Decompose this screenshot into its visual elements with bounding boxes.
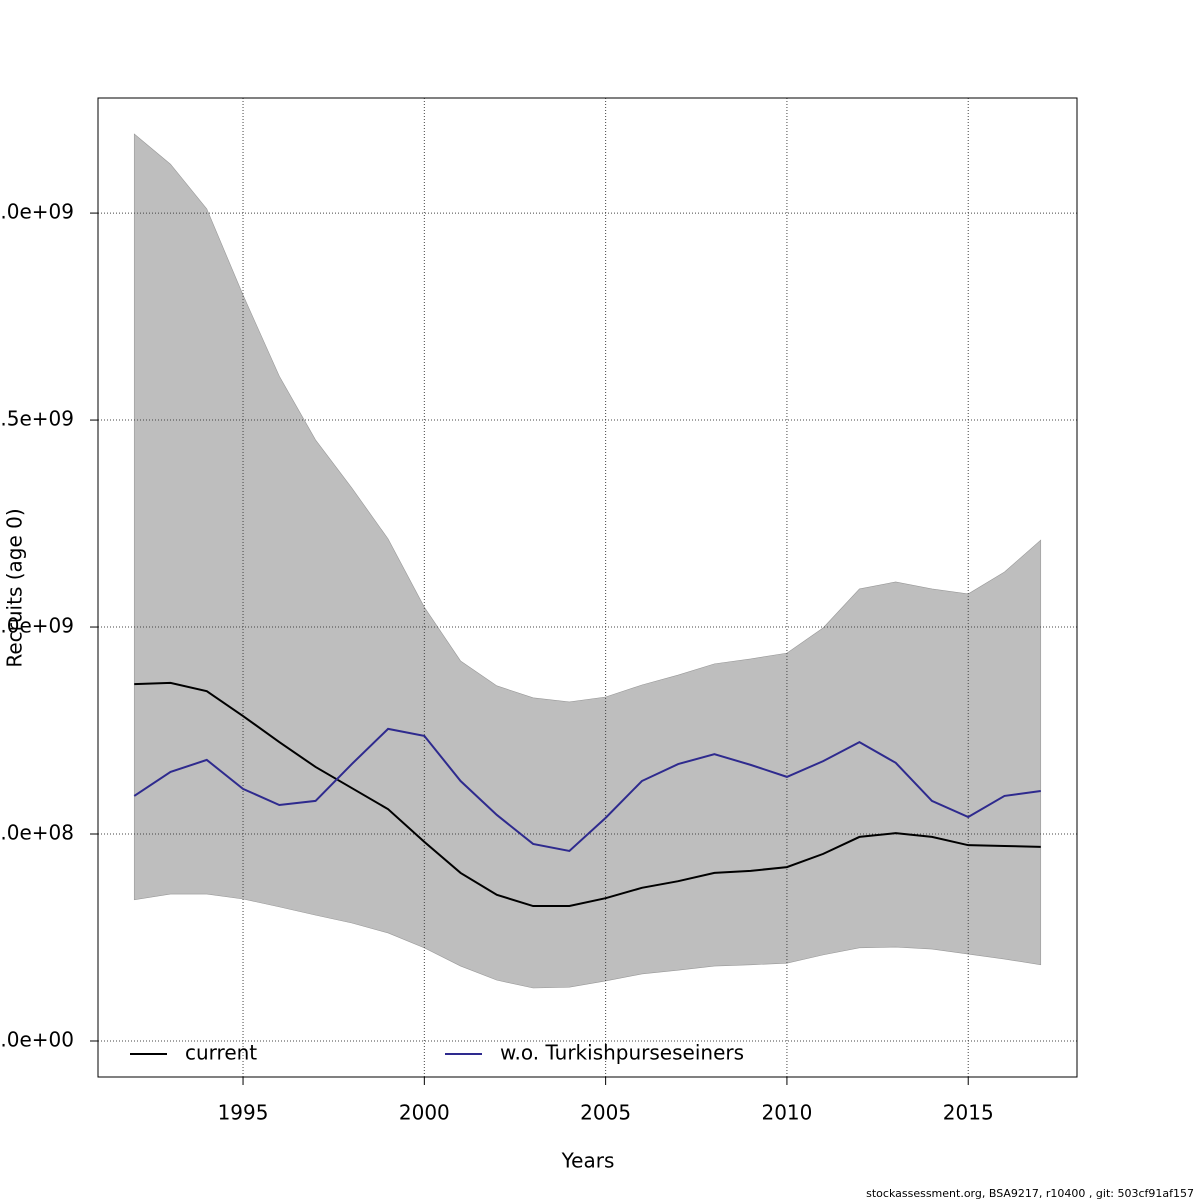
y-axis-label: Recruits (age 0) <box>3 508 27 667</box>
legend-label: w.o. Turkishpurseseiners <box>500 1041 744 1065</box>
legend-label: current <box>185 1041 257 1065</box>
x-tick-label: 1995 <box>218 1101 269 1125</box>
footer: stockassessment.org, BSA9217, r10400 , g… <box>866 1187 1194 1200</box>
x-tick-label: 2005 <box>580 1101 631 1125</box>
y-tick-label: 5.0e+08 <box>0 821 74 845</box>
plot-frame <box>97 97 1078 1078</box>
confidence-band <box>133 133 1042 989</box>
y-tick-label: 0.0e+00 <box>0 1027 74 1051</box>
x-tick-label: 2010 <box>761 1101 812 1125</box>
y-tick-label: 1.5e+09 <box>0 407 74 431</box>
y-tick-label: 2.0e+09 <box>0 200 74 224</box>
x-tick-label: 2000 <box>399 1101 450 1125</box>
series-line <box>133 727 1041 853</box>
y-tick-label: 1.0e+09 <box>0 614 74 638</box>
x-axis-label: Years <box>561 1149 615 1173</box>
x-tick-label: 2015 <box>943 1101 994 1125</box>
series-line <box>134 681 1041 908</box>
